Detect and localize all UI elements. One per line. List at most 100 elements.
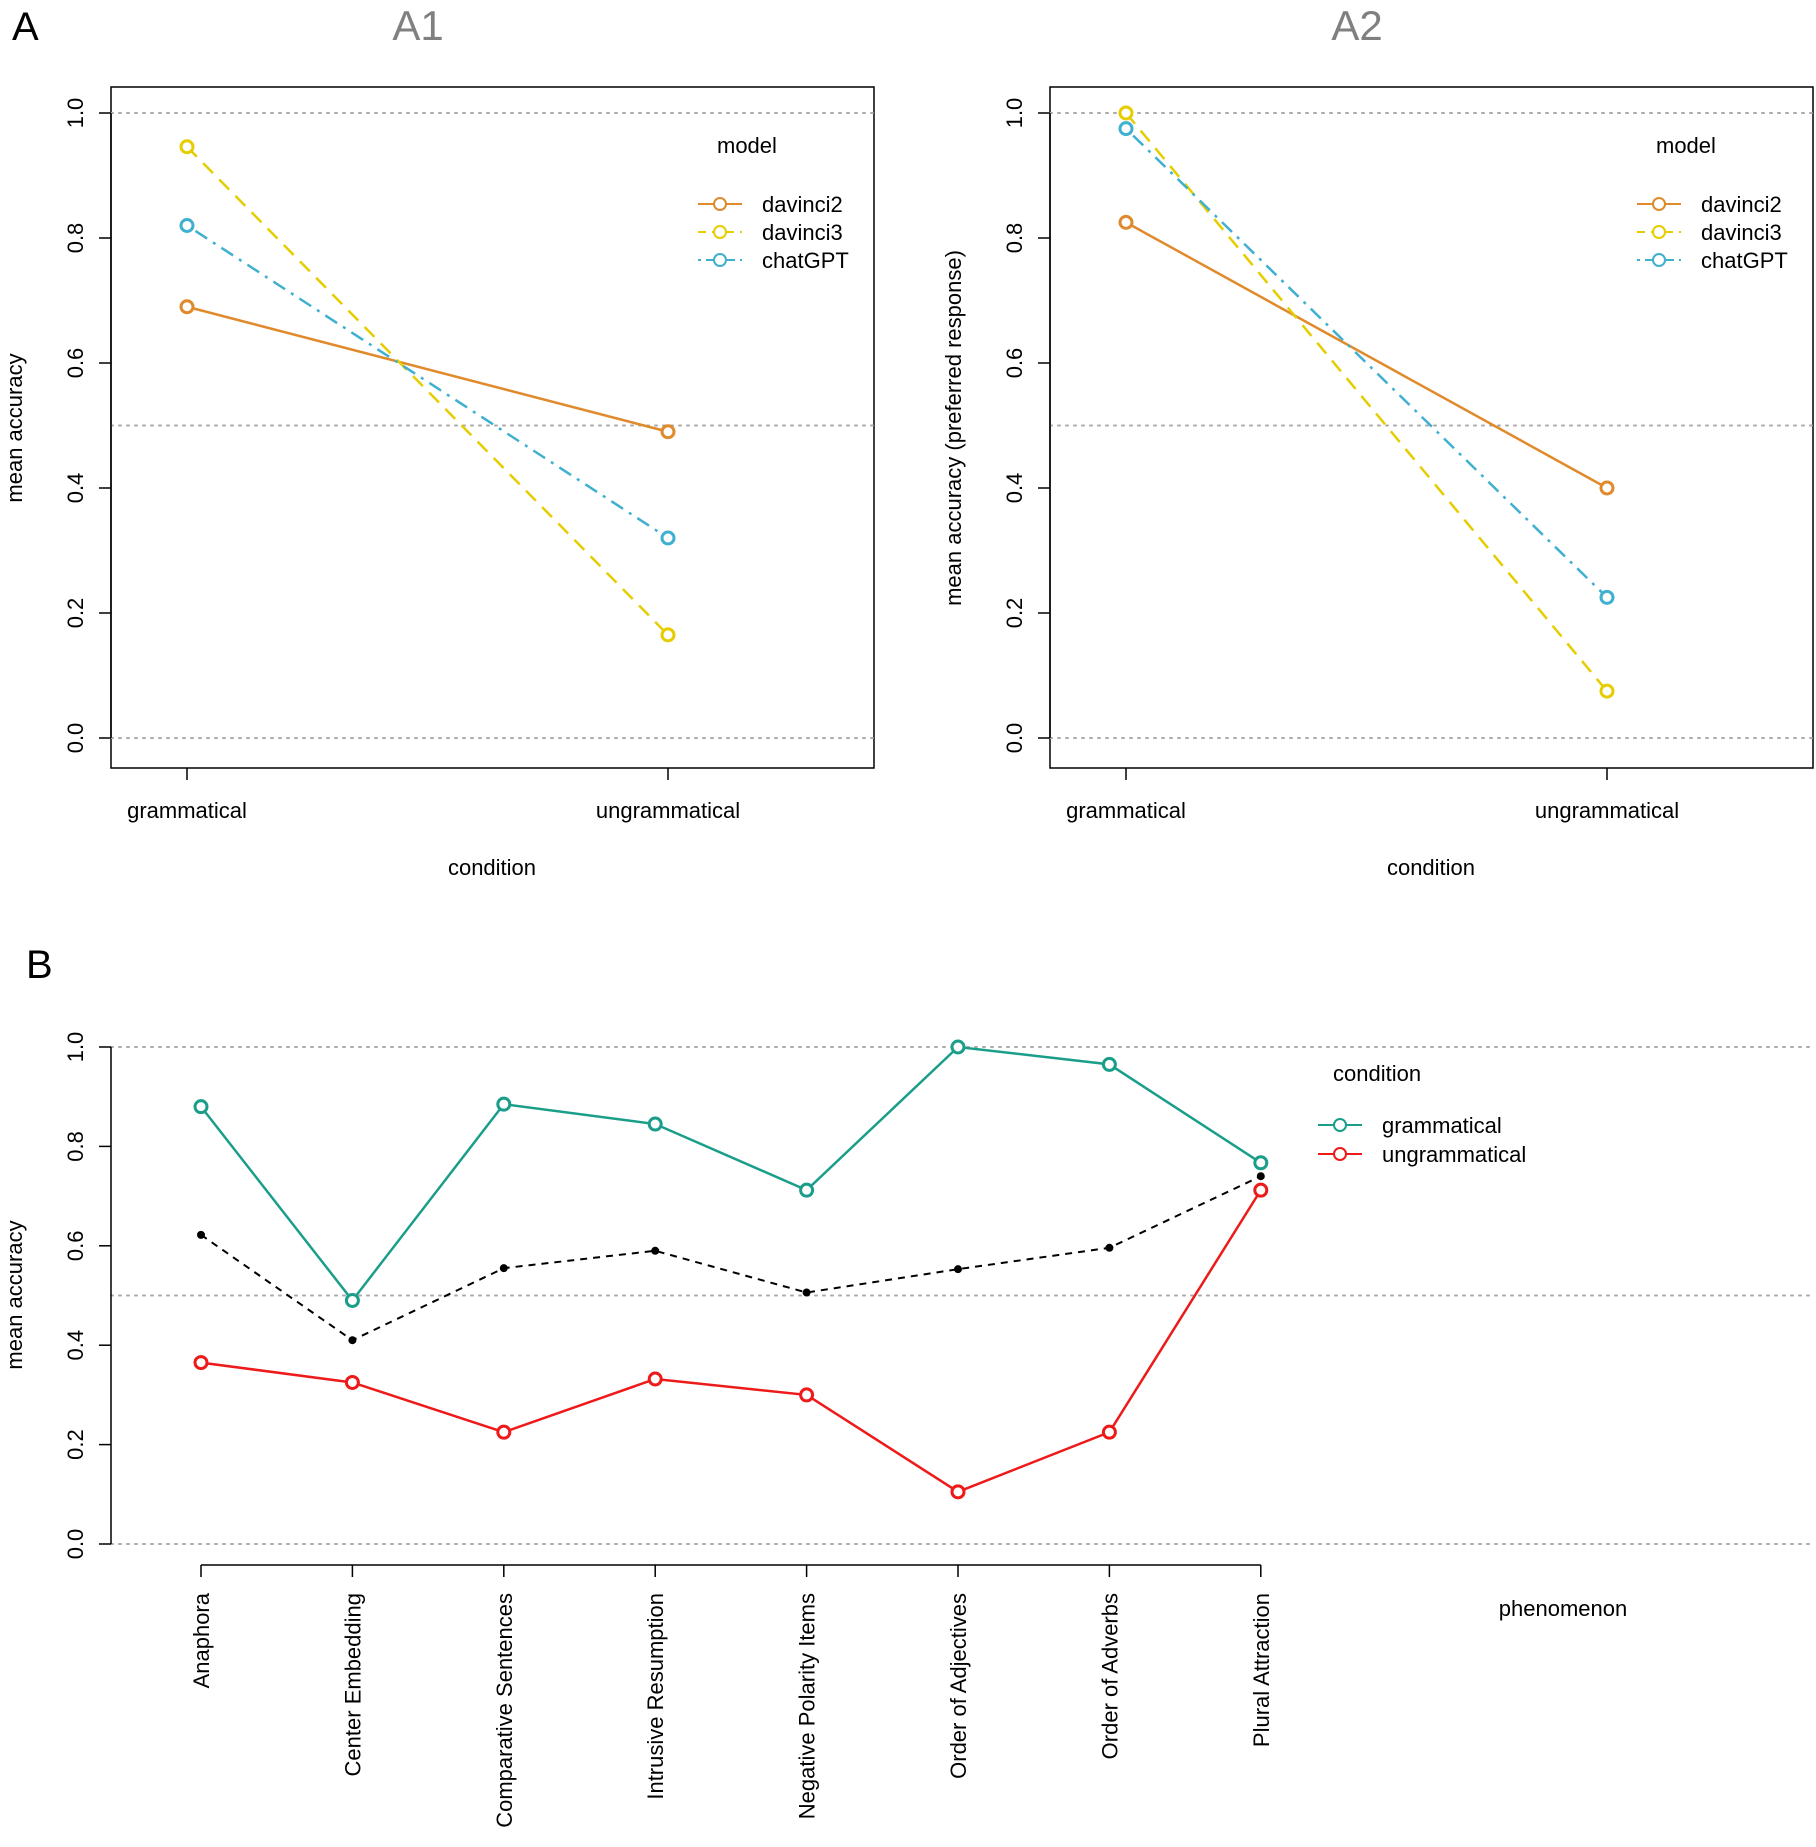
b-mean-point <box>802 1288 811 1297</box>
b-ytick-label: 0.0 <box>63 1529 88 1560</box>
chart-a1-xlabel: condition <box>448 855 536 880</box>
a2-ytick-label: 0.6 <box>1002 348 1027 379</box>
b-xtick-label: Anaphora <box>189 1592 214 1688</box>
b-point-grammatical <box>950 1039 966 1055</box>
a2-ytick-label: 0.2 <box>1002 598 1027 629</box>
b-legend-label-grammatical: grammatical <box>1382 1113 1502 1138</box>
b-mean-point <box>499 1264 508 1273</box>
chart-b-legend: condition grammatical ungrammatical <box>1318 1061 1526 1167</box>
chart-a1-title: A1 <box>392 2 443 49</box>
b-ytick-label: 0.2 <box>63 1429 88 1460</box>
b-mean-point <box>651 1246 660 1255</box>
a2-legend-marker <box>1652 225 1666 239</box>
a2-series-davinci2-line <box>1125 221 1608 490</box>
a2-legend-label-chatgpt: chatGPT <box>1701 248 1788 273</box>
b-point-grammatical <box>1101 1056 1117 1072</box>
a1-point-davinci2 <box>660 424 676 440</box>
a2-legend-marker <box>1652 197 1666 211</box>
chart-a1: A1 0.0 0.2 0.4 0.6 0.8 1.0 grammatical ungramm… <box>2 2 875 880</box>
b-point-grammatical <box>344 1292 360 1308</box>
a1-series-chatgpt-line <box>186 224 669 540</box>
a1-xtick-label: grammatical <box>127 798 247 823</box>
a2-ytick-label: 0.8 <box>1002 223 1027 254</box>
chart-a2-yaxis: 0.0 0.2 0.4 0.6 0.8 1.0 <box>1002 98 1051 754</box>
chart-a1-refs <box>110 112 875 739</box>
a2-series-davinci3-line <box>1125 112 1608 692</box>
b-ytick-label: 1.0 <box>63 1032 88 1063</box>
a1-legend-label-davinci2: davinci2 <box>762 192 843 217</box>
panel-b-letter: B <box>26 943 53 987</box>
a1-point-davinci2 <box>179 299 195 315</box>
a2-series-chatgpt-line <box>1125 127 1608 599</box>
a1-point-davinci3 <box>179 139 195 155</box>
chart-a1-ylabel: mean accuracy <box>2 353 27 502</box>
a1-legend-marker <box>713 197 727 211</box>
chart-a1-xaxis: grammatical ungrammatical <box>127 768 740 823</box>
b-mean-point <box>954 1265 962 1274</box>
b-series-ungrammatical-line <box>200 1189 1262 1494</box>
b-mean-point <box>1256 1172 1265 1181</box>
chart-a1-series <box>179 139 676 643</box>
a1-ytick-label: 0.8 <box>63 223 88 254</box>
a1-series-davinci2-line <box>186 305 669 433</box>
b-xtick-label: Comparative Sentences <box>492 1593 517 1828</box>
chart-b-refs <box>110 1046 1814 1545</box>
b-ytick-label: 0.4 <box>63 1330 88 1361</box>
b-xtick-label: Intrusive Resumption <box>643 1593 668 1800</box>
b-series-grammatical-line <box>200 1045 1262 1303</box>
b-point-grammatical <box>496 1096 512 1112</box>
a1-ytick-label: 0.4 <box>63 473 88 504</box>
a2-point-davinci3 <box>1599 683 1615 699</box>
b-point-ungrammatical <box>496 1424 512 1440</box>
chart-b-ylabel: mean accuracy <box>2 1220 27 1369</box>
b-xtick-label: Order of Adjectives <box>946 1593 971 1779</box>
chart-b-legend-title: condition <box>1333 1061 1421 1086</box>
a2-ytick-label: 1.0 <box>1002 98 1027 129</box>
a2-point-davinci2 <box>1118 214 1134 230</box>
b-point-ungrammatical <box>344 1374 360 1390</box>
b-mean-point <box>1105 1243 1114 1252</box>
a1-point-chatgpt <box>660 530 676 546</box>
b-point-ungrammatical <box>647 1371 663 1387</box>
chart-a2-title: A2 <box>1331 2 1382 49</box>
a2-ytick-label: 0.0 <box>1002 723 1027 754</box>
a1-ytick-label: 1.0 <box>63 98 88 129</box>
chart-a2-plot-box <box>1049 86 1814 769</box>
b-xtick-label: Order of Adverbs <box>1097 1593 1122 1759</box>
a2-point-chatgpt <box>1599 589 1615 605</box>
a1-legend-label-davinci3: davinci3 <box>762 220 843 245</box>
a1-series-davinci3-line <box>186 145 669 636</box>
a2-legend-label-davinci2: davinci2 <box>1701 192 1782 217</box>
b-point-ungrammatical <box>950 1484 966 1500</box>
a1-legend-marker <box>713 253 727 267</box>
a2-legend-label-davinci3: davinci3 <box>1701 220 1782 245</box>
chart-b-xaxis: Anaphora Center Embedding Comparative Sent… <box>189 1564 1274 1828</box>
chart-a2-series <box>1118 105 1615 699</box>
b-mean-point <box>197 1230 205 1239</box>
b-point-ungrammatical <box>799 1387 815 1403</box>
a1-xtick-label: ungrammatical <box>596 798 740 823</box>
b-ytick-label: 0.8 <box>63 1131 88 1162</box>
b-point-ungrammatical <box>1253 1182 1269 1198</box>
chart-a2-ylabel: mean accuracy (preferred response) <box>941 250 966 606</box>
b-point-grammatical <box>799 1182 815 1198</box>
panel-a-letter: A <box>12 5 39 49</box>
chart-b-series <box>193 1039 1269 1500</box>
b-series-mean-line <box>200 1175 1262 1342</box>
b-ytick-label: 0.6 <box>63 1231 88 1262</box>
chart-a2: A2 0.0 0.2 0.4 0.6 0.8 1.0 grammatical ungramm… <box>941 2 1814 880</box>
b-point-grammatical <box>647 1116 663 1132</box>
a2-point-davinci3 <box>1118 105 1134 121</box>
a2-xtick-label: ungrammatical <box>1535 798 1679 823</box>
a1-ytick-label: 0.2 <box>63 598 88 629</box>
b-legend-marker <box>1333 1118 1347 1132</box>
a1-legend-marker <box>713 225 727 239</box>
chart-a1-yaxis: 0.0 0.2 0.4 0.6 0.8 1.0 <box>63 98 112 753</box>
a1-point-davinci3 <box>660 627 676 643</box>
a1-ytick-label: 0.6 <box>63 348 88 379</box>
chart-b: 0.0 0.2 0.4 0.6 0.8 1.0 Anaphora Center Embedd… <box>2 1032 1814 1828</box>
b-xtick-label: Negative Polarity Items <box>795 1593 820 1819</box>
chart-a2-xlabel: condition <box>1387 855 1475 880</box>
a2-ytick-label: 0.4 <box>1002 473 1027 504</box>
